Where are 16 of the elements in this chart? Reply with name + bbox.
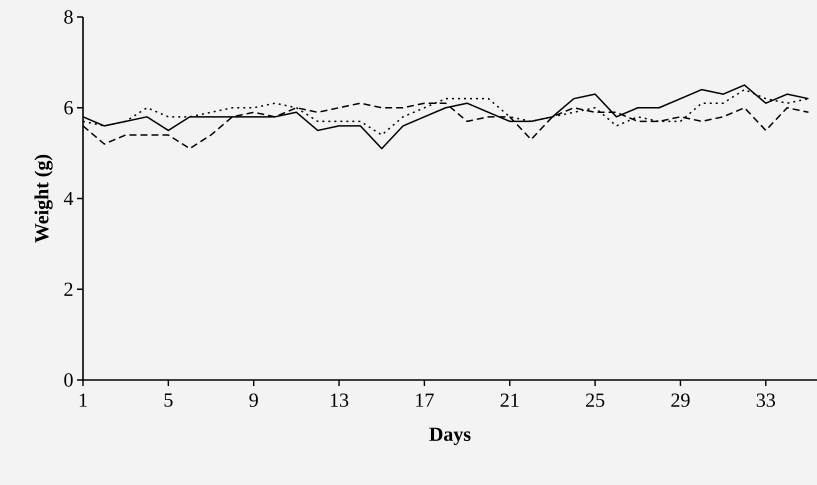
x-tick-label: 33 <box>756 394 775 407</box>
x-tick-label: 17 <box>416 394 434 407</box>
y-tick-label: 6 <box>64 101 73 114</box>
x-tick-label: 5 <box>164 394 173 407</box>
x-tick-label: 13 <box>330 394 348 407</box>
y-tick-label: 8 <box>64 10 73 24</box>
y-tick-label: 0 <box>64 373 73 387</box>
x-tick-label: 25 <box>586 394 604 407</box>
x-tick-label: 29 <box>671 394 690 407</box>
y-axis-title: Weight (g) <box>34 154 53 243</box>
x-axis-title: Days <box>429 428 471 446</box>
y-tick-label: 2 <box>64 282 72 296</box>
x-tick-label: 21 <box>500 394 519 407</box>
x-tick-label: 9 <box>249 394 258 407</box>
y-tick-label: 4 <box>64 192 74 206</box>
x-tick-label: 1 <box>80 394 87 407</box>
